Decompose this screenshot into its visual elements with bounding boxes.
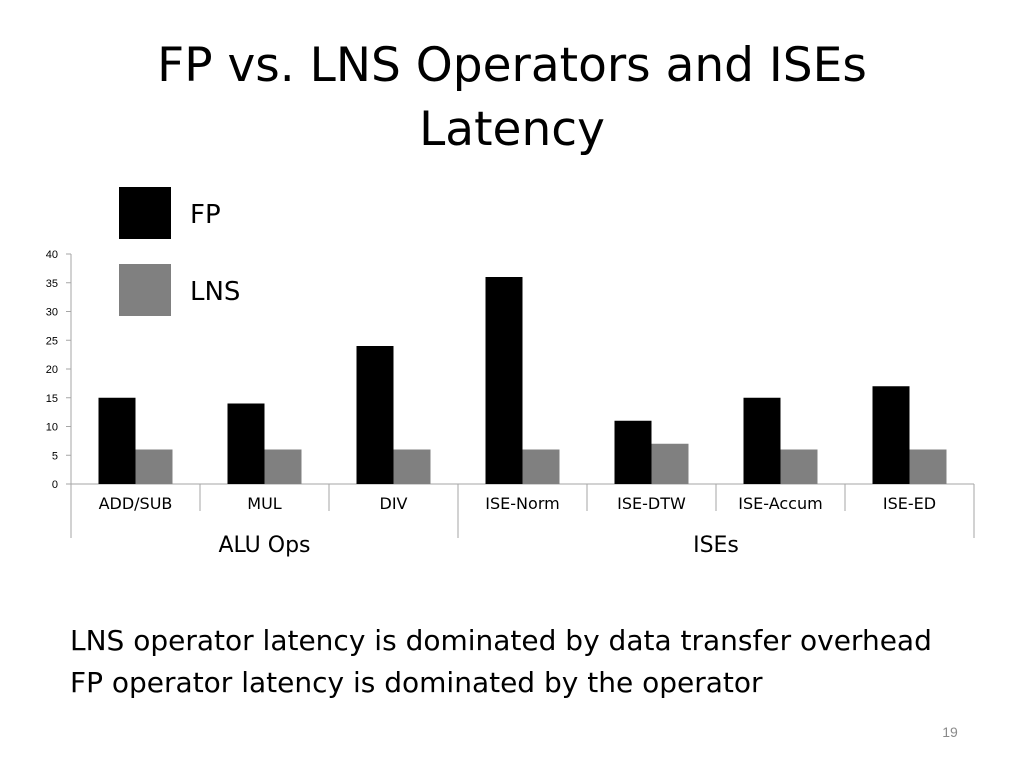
slide-title: FP vs. LNS Operators and ISEs Latency <box>112 34 912 162</box>
bar-lns-ise-norm <box>522 449 560 484</box>
caption-line-2: FP operator latency is dominated by the … <box>70 666 763 699</box>
bar-lns-add-sub <box>135 449 173 484</box>
group-label-alu-ops: ALU Ops <box>218 533 310 558</box>
y-tick-label-5: 5 <box>52 450 58 462</box>
bar-lns-mul <box>264 449 302 484</box>
y-tick-label-0: 0 <box>52 479 58 491</box>
category-label-add-sub: ADD/SUB <box>99 494 173 513</box>
bar-fp-ise-dtw <box>614 420 652 484</box>
y-tick-label-25: 25 <box>46 335 58 347</box>
category-label-mul: MUL <box>247 494 282 513</box>
y-tick-label-30: 30 <box>46 307 58 319</box>
category-label-ise-accum: ISE-Accum <box>738 494 822 513</box>
y-tick-label-40: 40 <box>46 249 58 261</box>
group-label-ises: ISEs <box>693 533 739 558</box>
category-label-ise-dtw: ISE-DTW <box>617 494 686 513</box>
category-label-div: DIV <box>380 494 408 513</box>
caption-line-1: LNS operator latency is dominated by dat… <box>70 624 932 657</box>
legend-label-fp: FP <box>190 200 221 230</box>
legend-swatch-fp <box>119 187 171 239</box>
category-label-ise-norm: ISE-Norm <box>485 494 559 513</box>
bar-lns-ise-ed <box>909 449 947 484</box>
slide-title-line-2: Latency <box>419 102 605 157</box>
bar-fp-mul <box>227 403 265 484</box>
bar-lns-div <box>393 449 431 484</box>
y-tick-label-20: 20 <box>46 364 58 376</box>
y-tick-label-10: 10 <box>46 422 58 434</box>
bar-fp-ise-accum <box>743 397 781 484</box>
legend-swatch-lns <box>119 264 171 316</box>
page-number: 19 <box>942 724 958 740</box>
bar-fp-add-sub <box>98 397 136 484</box>
bar-fp-div <box>356 346 394 484</box>
caption: LNS operator latency is dominated by dat… <box>70 620 970 704</box>
legend-label-lns: LNS <box>190 277 240 307</box>
slide-title-line-1: FP vs. LNS Operators and ISEs <box>157 38 867 93</box>
category-label-ise-ed: ISE-ED <box>883 494 936 513</box>
bar-lns-ise-dtw <box>651 443 689 484</box>
bar-fp-ise-ed <box>872 386 910 484</box>
y-tick-label-35: 35 <box>46 278 58 290</box>
bar-lns-ise-accum <box>780 449 818 484</box>
y-tick-label-15: 15 <box>46 393 58 405</box>
bar-fp-ise-norm <box>485 277 523 484</box>
